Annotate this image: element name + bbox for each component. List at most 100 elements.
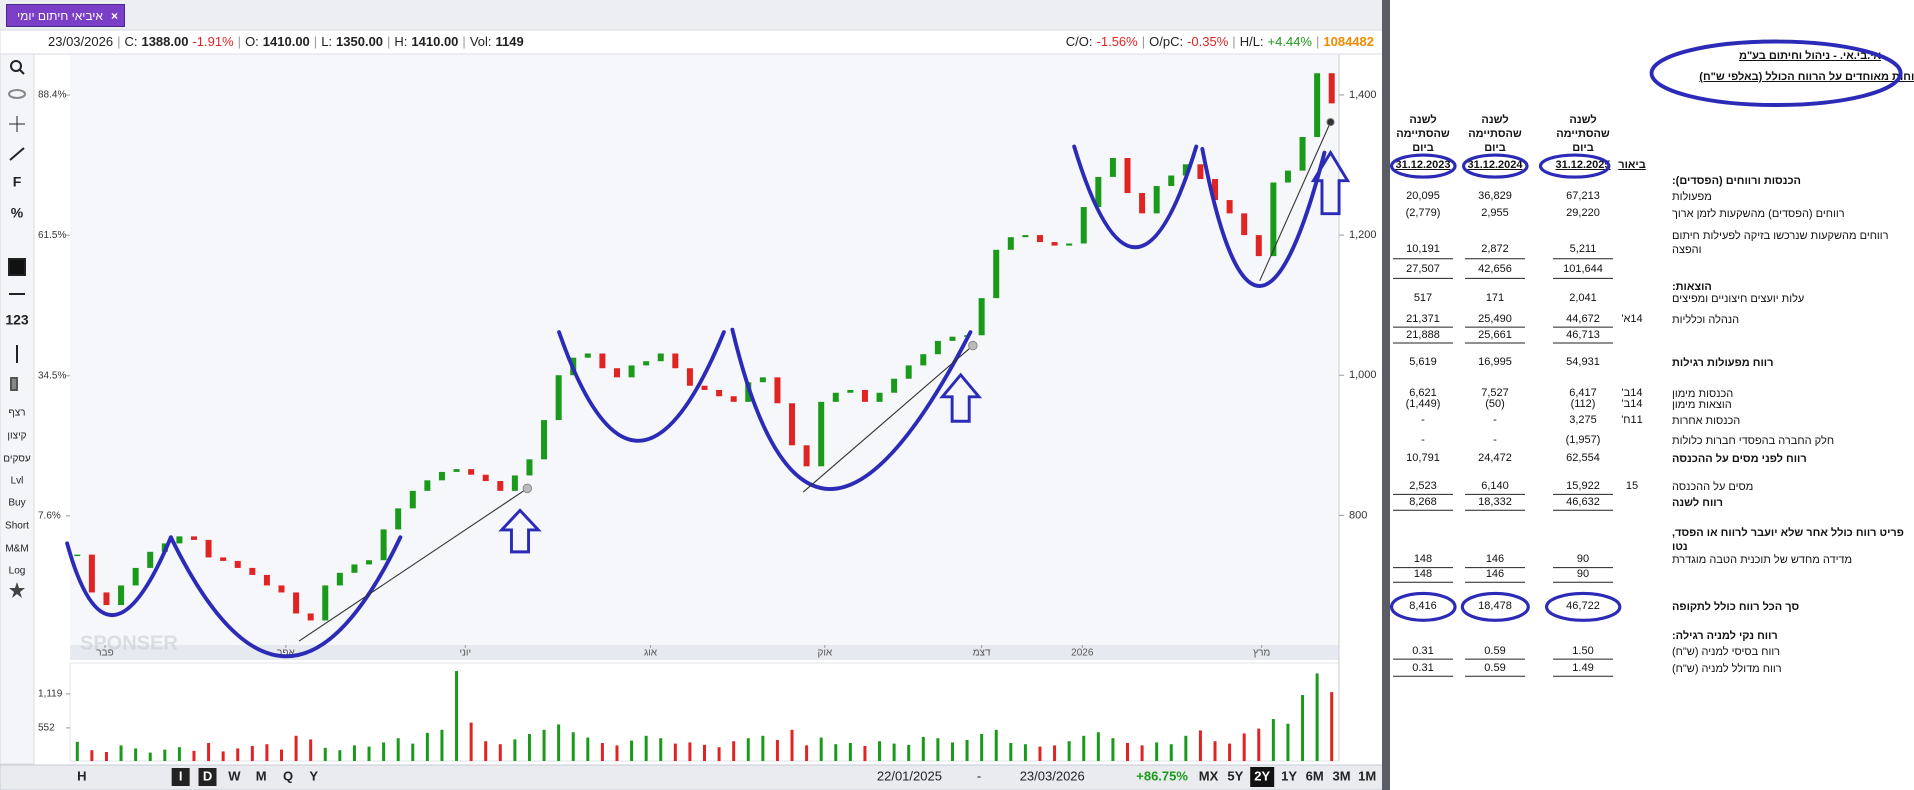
toolbar-button[interactable]: Log [9,566,26,577]
row-value: 8,416 [1409,599,1437,612]
tab-close[interactable]: × [110,8,118,23]
line-tool-icon[interactable] [9,147,25,161]
toolbar-button[interactable]: M&M [5,544,28,555]
toolbar-button[interactable]: רצף [8,408,25,419]
candle [88,554,95,593]
interval-button[interactable]: H [77,768,86,783]
color-icon[interactable] [8,258,26,276]
volume-bar [615,745,619,761]
volume-bar [455,671,459,761]
volume-bar [323,747,327,761]
row-note: 14ב' [1621,398,1643,411]
volume-bar [1257,728,1261,761]
toolbar-button[interactable]: % [11,205,24,221]
search-icon[interactable] [10,60,22,72]
row-label: הכנסות אחרות [1672,415,1741,428]
row-value: 3,275 [1569,414,1597,427]
row-value: 0.31 [1412,644,1434,657]
candle [1182,164,1189,176]
candle [1270,182,1277,257]
range-button[interactable]: 5Y [1227,768,1243,783]
candle [934,340,941,355]
range-change: +86.75% [1136,768,1188,783]
candle [1124,158,1131,194]
separator: | [313,34,318,49]
interval-button[interactable]: Y [309,768,318,783]
volume-bar [309,739,313,761]
volume-bar [396,738,400,761]
toolbar-button[interactable]: עסקים [3,454,31,465]
volume-bar [1242,733,1246,761]
volume-bar [411,743,415,761]
volume-bar [177,747,181,761]
range-button[interactable]: 2Y [1254,768,1270,783]
row-value: 8,268 [1409,495,1437,508]
row-value: 25,661 [1478,328,1512,341]
row-value: 36,829 [1478,189,1512,202]
range-button[interactable]: MX [1199,768,1219,783]
range-button[interactable]: 3M [1333,768,1351,783]
x-tick-label: יוני [459,648,471,659]
toolbar-button[interactable]: Short [5,521,29,532]
column-date: 31.12.2023 [1395,159,1451,171]
range-to: 23/03/2026 [1020,768,1085,783]
interval-button[interactable]: Q [283,768,293,783]
toolbar-button[interactable]: Buy [8,498,25,509]
panel-divider [1382,0,1390,790]
interval-button[interactable]: D [203,768,212,783]
row-label: הכנסות מימון [1672,388,1734,401]
row-value: 517 [1413,292,1433,305]
volume-bar [936,738,940,761]
volume-bar [440,729,444,761]
eraser-icon[interactable] [8,89,26,99]
volume-bar [1140,745,1144,761]
toolbar-button[interactable]: Lvl [11,476,24,487]
interval-button[interactable]: M [256,768,267,783]
row-value: - [1421,433,1425,446]
row-label: רווח נקי למניה רגילה: [1672,629,1778,642]
row-value: 46,713 [1566,328,1600,341]
candle [1109,158,1116,177]
volume-bar [469,722,473,761]
stat-label: H/L: [1239,34,1264,49]
total-trades: 1084482 [1323,34,1374,49]
row-note: 14ב' [1621,387,1643,400]
range-button[interactable]: 1Y [1281,768,1297,783]
volume-bar [557,724,561,761]
candle [336,572,343,586]
candle [205,539,212,558]
interval-bg [171,768,190,786]
range-from: 22/01/2025 [877,768,942,783]
toolbar-button[interactable]: 123 [5,312,29,328]
candle [1051,242,1058,246]
volume-bar [338,750,342,761]
volume-bar [513,739,517,761]
volume-bar [542,729,546,761]
interval-button[interactable]: I [179,768,183,783]
volume-bar [1315,673,1319,761]
interval-button[interactable]: W [228,768,241,783]
candle [745,382,752,402]
toolbar-button[interactable]: F [13,174,22,190]
range-button[interactable]: 6M [1306,768,1324,783]
favorite-icon[interactable] [9,582,25,598]
row-value: 10,791 [1406,451,1440,464]
row-label: פריט רווח כולל אחר שלא יועבר לרווח או הפ… [1672,527,1904,554]
candle-icon[interactable] [10,377,18,391]
volume-bar [1067,741,1071,761]
separator: | [462,34,466,49]
row-value: 24,472 [1478,451,1512,464]
stat-value: -1.56% [1096,34,1138,49]
volume-bar [1286,723,1290,761]
range-button[interactable]: 1M [1358,768,1376,783]
volume-bar [236,748,240,761]
volume-bar [1111,738,1115,761]
separator: | [387,34,391,49]
row-value: 0.31 [1412,661,1434,674]
toolbar-button[interactable]: קיצון [7,431,26,442]
chart-tab[interactable]: איביאי חיתום יומי × [6,4,125,27]
volume-bar [1198,730,1202,761]
candle [964,335,971,337]
candle [584,353,591,358]
